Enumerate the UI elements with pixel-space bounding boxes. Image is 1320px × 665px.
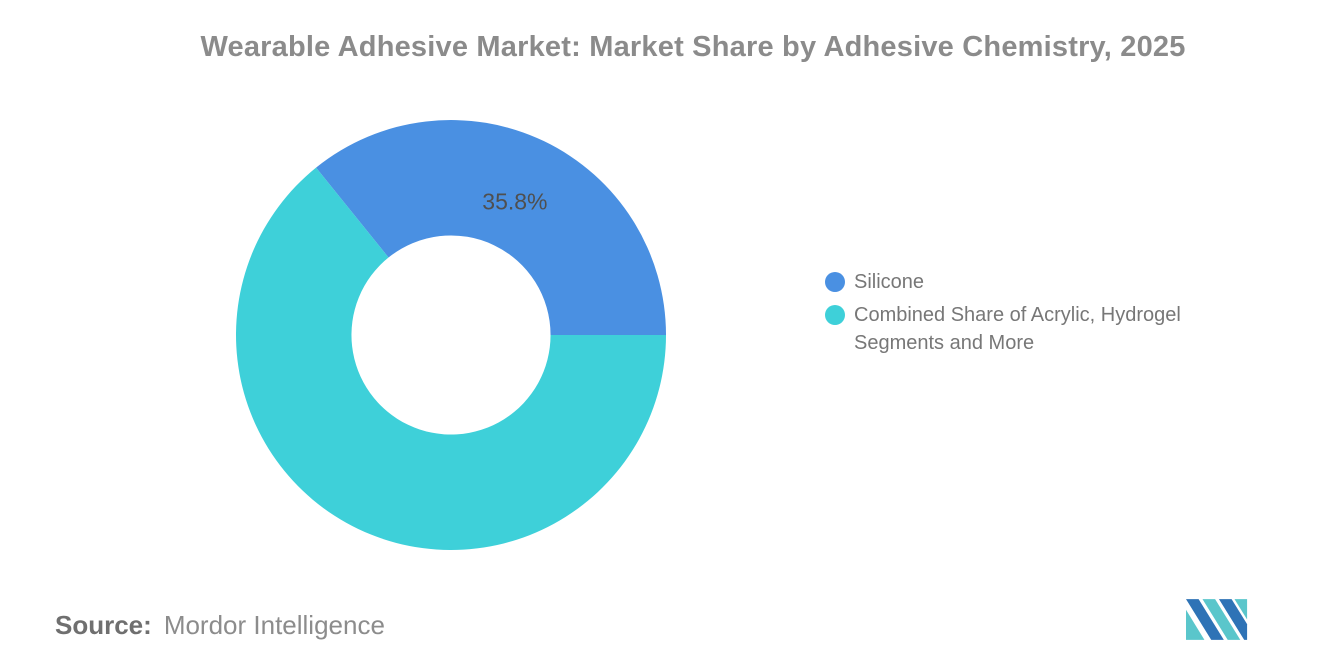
source-text: Mordor Intelligence xyxy=(163,610,385,640)
legend-label-combined-share: Combined Share of Acrylic, Hydrogel Segm… xyxy=(854,304,1181,354)
legend-item-silicone[interactable]: Silicone xyxy=(825,268,1227,296)
legend-marker-silicone-icon xyxy=(825,272,845,292)
legend-marker-combined-share-icon xyxy=(825,305,845,325)
legend-item-combined-share[interactable]: Combined Share of Acrylic, Hydrogel Segm… xyxy=(825,301,1227,357)
chart-legend: Silicone Combined Share of Acrylic, Hydr… xyxy=(825,268,1227,357)
pie-slice-silicone[interactable] xyxy=(316,120,666,335)
source-label: Source: xyxy=(55,610,152,640)
donut-chart: 35.8% xyxy=(236,120,666,551)
mordor-intelligence-logo-icon xyxy=(1186,599,1248,640)
pie-slice-combined-share[interactable] xyxy=(236,167,666,551)
chart-title: Wearable Adhesive Market: Market Share b… xyxy=(200,31,1186,63)
source-attribution: Source: Mordor Intelligence xyxy=(55,610,385,641)
legend-label-silicone: Silicone xyxy=(854,271,925,293)
slice-data-label: 35.8% xyxy=(482,189,547,215)
